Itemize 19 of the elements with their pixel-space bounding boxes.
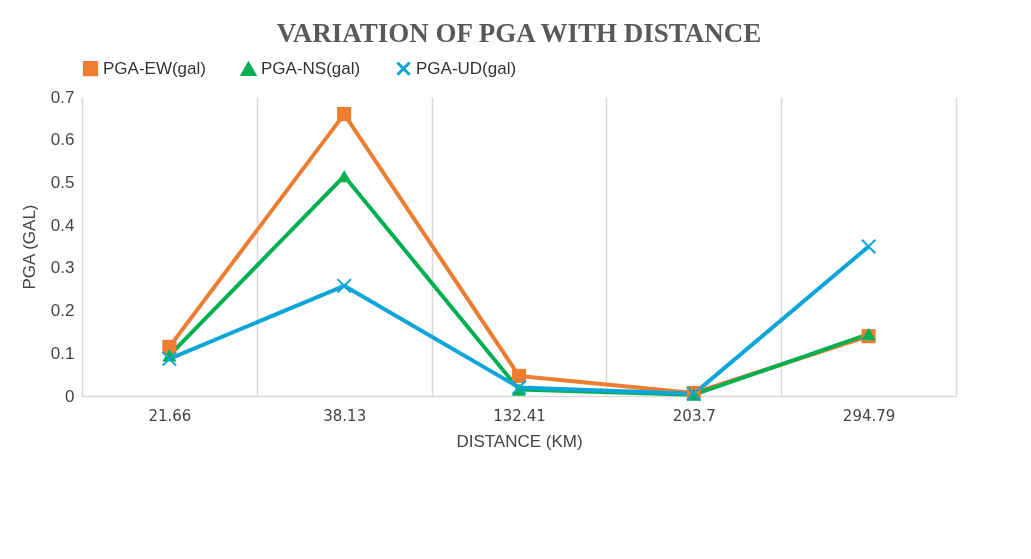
- x-tick-label: 294.79: [842, 406, 896, 425]
- legend-label: PGA-NS(gal): [261, 59, 361, 79]
- y-tick-label: 0.6: [50, 130, 75, 150]
- x-tick-label: 132.41: [493, 406, 546, 425]
- chart-title: VARIATION OF PGA WITH DISTANCE: [276, 18, 762, 48]
- y-tick-label: 0.7: [50, 87, 75, 107]
- y-tick-label: 0.1: [50, 343, 75, 363]
- x-tick-label: 203.7: [672, 406, 716, 425]
- y-tick-label: 0.4: [50, 215, 75, 235]
- y-tick-label: 0.3: [50, 258, 75, 278]
- legend-label: PGA-UD(gal): [416, 58, 517, 78]
- x-tick-label: 38.13: [323, 406, 367, 425]
- legend-label: PGA-EW(gal): [103, 58, 206, 78]
- y-tick-label: 0.5: [50, 172, 75, 192]
- x-axis-title: DISTANCE (KM): [456, 431, 583, 451]
- x-tick-label: 21.66: [148, 406, 192, 425]
- y-axis-title: PGA (GAL): [19, 204, 39, 290]
- y-tick-label: 0.2: [50, 301, 75, 321]
- y-tick-label: 0: [65, 386, 75, 406]
